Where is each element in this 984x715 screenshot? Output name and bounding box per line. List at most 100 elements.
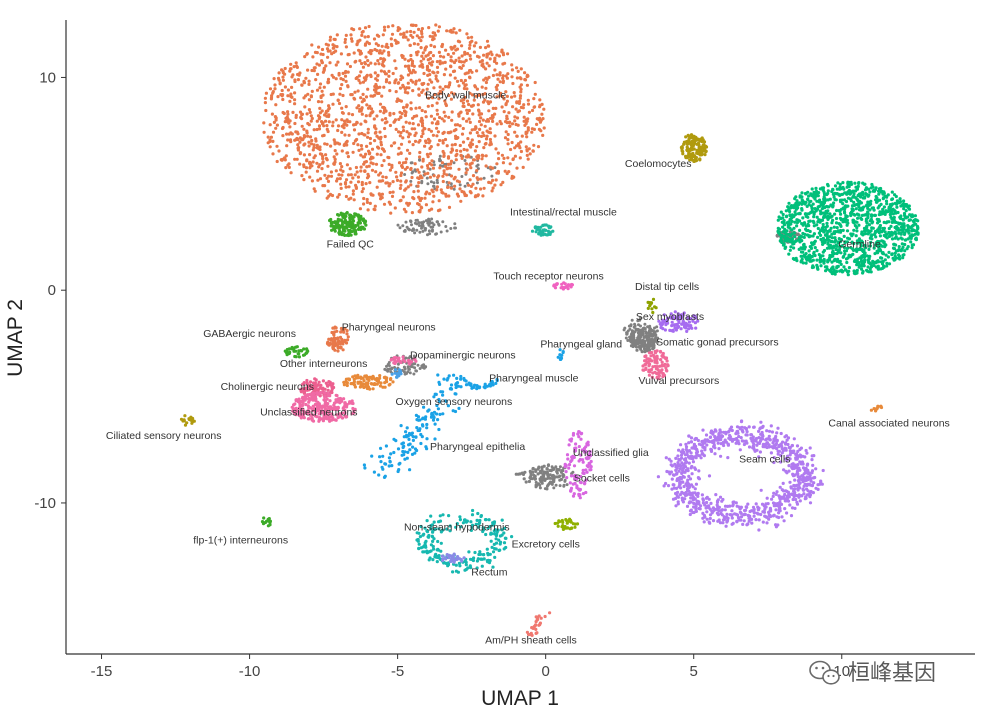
cell-point	[540, 112, 544, 116]
cell-point	[443, 114, 447, 118]
cell-point	[408, 468, 412, 472]
cell-point	[653, 333, 657, 337]
cell-point	[411, 68, 415, 72]
cell-point	[318, 86, 322, 90]
cell-point	[636, 327, 640, 332]
cell-point	[475, 164, 479, 168]
cell-point	[890, 237, 895, 241]
cell-point	[871, 206, 876, 210]
cell-point	[341, 71, 345, 75]
cell-point	[530, 130, 534, 134]
cell-point	[899, 204, 903, 208]
cell-point	[316, 114, 321, 118]
cell-point	[450, 47, 454, 51]
cell-point	[391, 24, 395, 28]
cell-point	[330, 412, 334, 416]
cell-point	[515, 76, 520, 80]
cell-point	[863, 195, 867, 199]
cell-point	[455, 376, 459, 380]
cell-point	[420, 176, 424, 180]
cell-point	[407, 64, 411, 68]
cell-point	[382, 108, 387, 112]
cell-point	[350, 401, 354, 405]
cell-point	[413, 133, 417, 138]
cell-point	[475, 176, 479, 180]
cell-point	[324, 413, 328, 417]
cell-point	[496, 171, 500, 175]
cell-point	[330, 73, 334, 77]
cell-point	[562, 483, 566, 487]
cell-point	[456, 194, 460, 198]
cell-point	[306, 404, 310, 408]
cell-point	[382, 202, 387, 206]
cell-point	[387, 456, 391, 460]
cell-point	[450, 143, 454, 147]
cell-point	[366, 127, 370, 131]
cell-point	[684, 154, 688, 158]
cell-point	[916, 231, 920, 235]
cell-point	[317, 127, 322, 131]
cell-point	[821, 222, 825, 227]
cell-point	[633, 324, 637, 328]
cell-point	[800, 235, 804, 239]
cell-point	[830, 253, 834, 257]
cell-point	[477, 108, 481, 112]
cell-point	[340, 83, 344, 87]
cell-point	[336, 98, 340, 102]
cell-point	[399, 131, 403, 135]
cell-point	[703, 153, 707, 157]
cell-point	[855, 226, 859, 230]
cell-point	[344, 79, 348, 83]
cell-point	[417, 195, 421, 199]
cell-point	[431, 133, 435, 137]
cell-point	[442, 119, 446, 123]
cell-point	[348, 120, 352, 124]
cell-point	[397, 98, 401, 102]
cell-point	[479, 134, 484, 138]
cell-point	[453, 76, 457, 80]
cell-point	[513, 146, 517, 150]
cell-point	[410, 360, 414, 364]
cell-point	[294, 345, 298, 349]
cell-point	[263, 101, 267, 105]
cell-point	[588, 468, 592, 472]
cell-point	[537, 118, 541, 122]
cell-point	[427, 26, 431, 30]
cell-point	[674, 323, 678, 327]
cell-point	[463, 52, 467, 56]
cell-point	[848, 255, 853, 259]
cell-point	[474, 94, 478, 98]
cell-point	[906, 226, 910, 230]
cell-point	[481, 62, 485, 66]
cell-point	[540, 102, 544, 106]
cell-point	[867, 270, 871, 274]
cell-point	[468, 43, 472, 47]
cell-point	[341, 93, 345, 98]
cell-point	[577, 430, 581, 434]
cell-point	[684, 135, 688, 139]
cell-point	[326, 189, 330, 193]
cell-point	[289, 171, 293, 175]
cell-point	[892, 247, 897, 251]
cell-point	[484, 80, 488, 85]
cell-point	[306, 92, 310, 96]
cell-point	[411, 143, 415, 147]
cell-point	[283, 158, 287, 162]
cell-point	[428, 175, 432, 179]
cell-point	[397, 356, 401, 360]
cell-point	[380, 51, 384, 55]
cell-point	[297, 355, 301, 359]
cell-point	[545, 487, 549, 491]
cell-point	[403, 359, 407, 364]
cell-point	[857, 261, 861, 265]
cell-point	[487, 109, 491, 113]
cell-point	[571, 431, 576, 436]
cell-point	[309, 119, 313, 123]
cell-point	[894, 194, 898, 199]
cell-point	[700, 145, 704, 149]
cell-point	[461, 117, 465, 121]
cell-point	[329, 144, 333, 148]
cell-point	[414, 79, 418, 83]
cell-point	[702, 143, 706, 147]
cell-point	[625, 331, 629, 335]
